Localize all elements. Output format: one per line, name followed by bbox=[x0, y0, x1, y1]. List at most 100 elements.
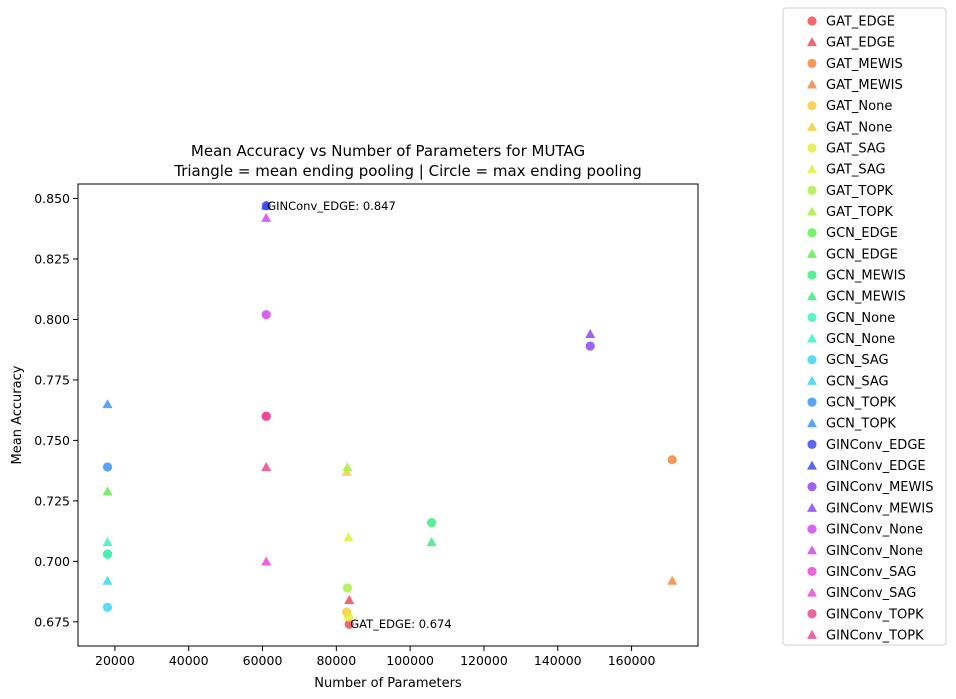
legend-marker bbox=[807, 524, 817, 534]
legend-entry: GAT_SAG bbox=[826, 163, 886, 178]
data-point-ginconv-mewis-triangle bbox=[585, 328, 596, 338]
legend-entry: GINConv_EDGE bbox=[826, 459, 926, 474]
legend-marker bbox=[807, 291, 817, 301]
legend-entry: GAT_None bbox=[826, 120, 892, 135]
data-point-gcn-mewis-triangle bbox=[426, 536, 437, 546]
x-axis-label: Number of Parameters bbox=[314, 676, 462, 691]
legend-entry: GINConv_None bbox=[826, 544, 923, 559]
data-point-gcn-none-triangle bbox=[102, 536, 113, 546]
data-point-ginconv-sag-triangle bbox=[261, 556, 272, 566]
legend-marker bbox=[807, 270, 817, 280]
legend-entry: GCN_TOPK bbox=[826, 417, 896, 432]
legend-marker bbox=[807, 164, 817, 174]
data-point-gat-sag-triangle bbox=[343, 532, 354, 542]
legend-box bbox=[782, 7, 947, 646]
legend-entry: GINConv_TOPK bbox=[826, 628, 924, 643]
legend-entry: GCN_SAG bbox=[826, 374, 889, 389]
legend-entry: GCN_EDGE bbox=[826, 247, 898, 262]
legend-marker bbox=[807, 397, 817, 407]
legend: GAT_EDGE GAT_EDGE GAT_MEWIS GAT_MEWIS GAT_No… bbox=[807, 15, 933, 643]
legend-entry: GCN_TOPK bbox=[826, 396, 896, 411]
legend-entry: GCN_None bbox=[826, 332, 895, 347]
x-tick-label: 160000 bbox=[608, 653, 656, 668]
data-point-ginconv-none-triangle bbox=[261, 212, 272, 222]
data-point-gat-mewis-circle bbox=[667, 455, 677, 465]
data-point-gcn-sag-triangle bbox=[102, 575, 113, 585]
annotations: GINConv_EDGE: 0.847 GAT_EDGE: 0.674 bbox=[267, 199, 451, 631]
legend-entry: GINConv_SAG bbox=[826, 565, 916, 580]
y-tick-label: 0.850 bbox=[34, 191, 70, 206]
legend-entry: GINConv_MEWIS bbox=[826, 501, 933, 516]
legend-entry: GINConv_MEWIS bbox=[826, 480, 933, 495]
legend-entry: GCN_MEWIS bbox=[826, 290, 906, 305]
legend-marker bbox=[807, 79, 817, 89]
data-point-gcn-none-circle bbox=[102, 549, 113, 559]
annotation-label: GAT_EDGE: 0.674 bbox=[350, 617, 451, 631]
data-point-gcn-topk-circle bbox=[102, 462, 113, 472]
legend-entry: GINConv_EDGE bbox=[826, 438, 926, 453]
data-point-gat-edge-circle bbox=[344, 619, 354, 629]
legend-marker bbox=[807, 439, 817, 449]
y-tick-label: 0.750 bbox=[34, 433, 70, 448]
legend-marker bbox=[807, 16, 817, 26]
legend-marker bbox=[807, 312, 817, 322]
y-axis-label: Mean Accuracy bbox=[10, 365, 25, 464]
x-axis-ticks: 20000 40000 60000 80000 100000 120000 140000 16… bbox=[95, 646, 655, 668]
legend-marker bbox=[807, 121, 817, 131]
y-tick-label: 0.725 bbox=[34, 493, 70, 508]
y-axis-ticks: 0.675 0.700 0.725 0.750 0.775 0.800 0.825 0.850 bbox=[34, 191, 78, 629]
legend-marker bbox=[807, 143, 817, 153]
y-tick-label: 0.675 bbox=[34, 614, 70, 629]
legend-marker bbox=[807, 629, 817, 639]
legend-entry: GAT_EDGE bbox=[826, 15, 895, 30]
legend-entry: GAT_MEWIS bbox=[826, 78, 903, 93]
data-point-gcn-sag-circle bbox=[102, 602, 113, 612]
legend-marker bbox=[807, 587, 817, 597]
data-point-gat-topk-triangle bbox=[342, 462, 353, 472]
legend-entry: GAT_TOPK bbox=[826, 184, 893, 199]
data-point-gcn-topk-triangle bbox=[102, 399, 113, 409]
legend-entry: GINConv_None bbox=[826, 523, 923, 538]
y-tick-label: 0.800 bbox=[34, 312, 70, 327]
chart-subtitle: Triangle = mean ending pooling | Circle … bbox=[173, 162, 642, 180]
legend-entry: GAT_SAG bbox=[826, 142, 886, 157]
chart-title: Mean Accuracy vs Number of Parameters fo… bbox=[191, 142, 585, 160]
x-tick-label: 20000 bbox=[95, 653, 135, 668]
data-point-gat-mewis-triangle bbox=[667, 575, 678, 585]
legend-marker bbox=[807, 460, 817, 470]
legend-marker bbox=[807, 206, 817, 216]
x-tick-label: 80000 bbox=[316, 653, 356, 668]
data-point-ginconv-topk-circle bbox=[261, 411, 271, 421]
data-point-ginconv-mewis-circle bbox=[585, 341, 595, 351]
legend-marker bbox=[807, 333, 817, 343]
legend-marker bbox=[807, 482, 817, 492]
data-point-gcn-edge-triangle bbox=[102, 486, 113, 496]
legend-marker bbox=[807, 375, 817, 385]
legend-entry: GAT_TOPK bbox=[826, 205, 893, 220]
legend-marker bbox=[807, 545, 817, 555]
legend-entry: GAT_None bbox=[826, 99, 892, 114]
data-point-gat-topk-circle bbox=[342, 583, 353, 593]
legend-marker bbox=[807, 355, 817, 365]
x-tick-label: 40000 bbox=[169, 653, 209, 668]
legend-entry: GCN_None bbox=[826, 311, 895, 326]
legend-entry: GAT_EDGE bbox=[826, 36, 895, 51]
legend-entry: GCN_SAG bbox=[826, 353, 889, 368]
legend-entry: GCN_MEWIS bbox=[826, 269, 906, 284]
data-point-ginconv-none-circle bbox=[261, 310, 271, 320]
x-tick-label: 100000 bbox=[386, 653, 434, 668]
data-points bbox=[102, 200, 678, 629]
data-point-gat-none-triangle bbox=[341, 466, 352, 476]
plot-area bbox=[77, 183, 699, 647]
x-tick-label: 60000 bbox=[243, 653, 283, 668]
data-point-ginconv-edge-triangle bbox=[261, 200, 272, 210]
y-tick-label: 0.775 bbox=[34, 372, 70, 387]
legend-marker bbox=[807, 566, 817, 577]
legend-marker bbox=[807, 185, 817, 195]
legend-marker bbox=[807, 418, 817, 428]
legend-entry: GINConv_TOPK bbox=[826, 607, 924, 622]
legend-marker bbox=[807, 248, 817, 258]
legend-marker bbox=[807, 37, 817, 47]
y-tick-label: 0.825 bbox=[34, 251, 70, 266]
